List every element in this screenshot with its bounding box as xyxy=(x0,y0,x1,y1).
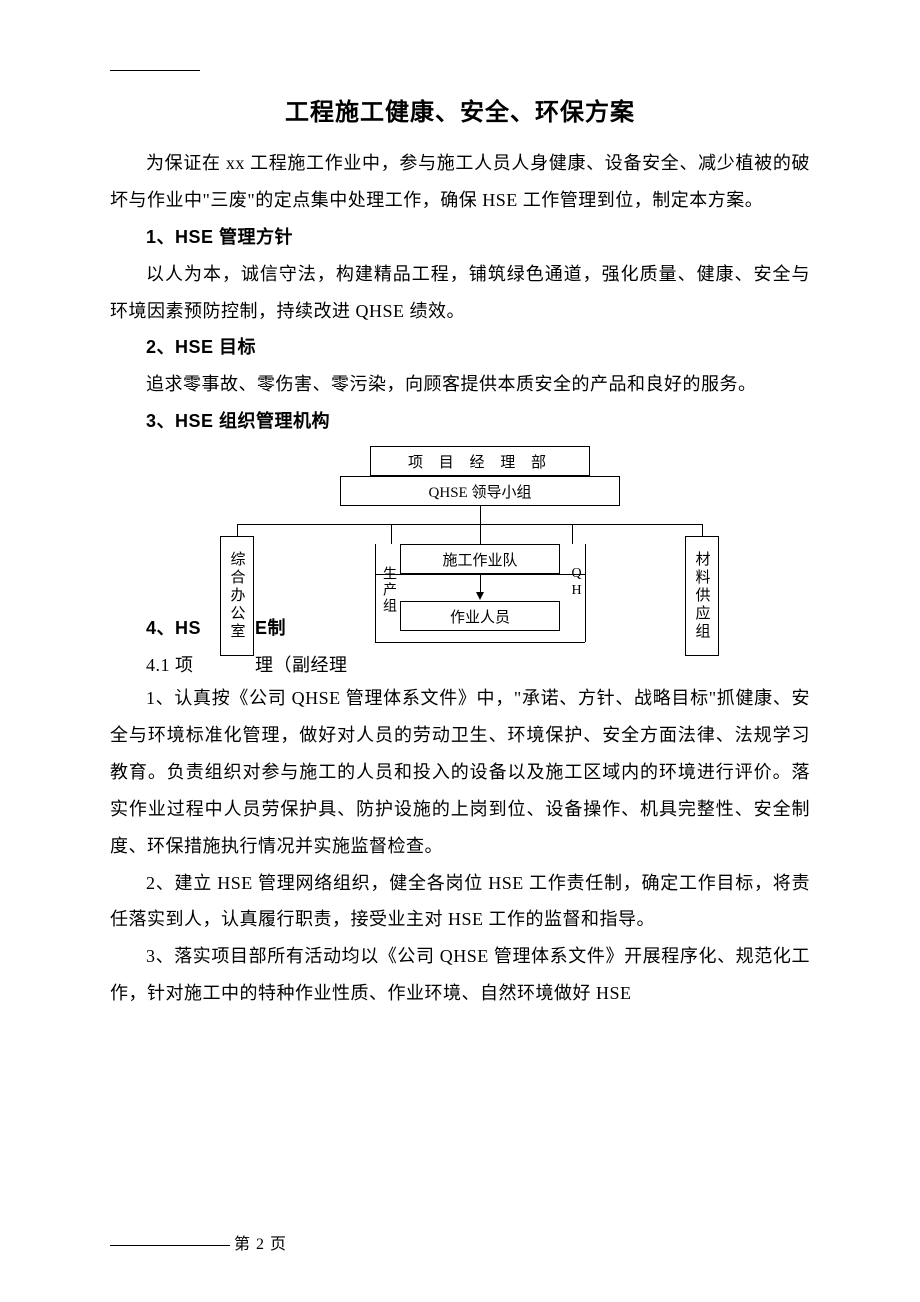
node-construction-team: 施工作业队 xyxy=(400,544,560,574)
heading-1: 1、HSE 管理方针 xyxy=(110,219,810,256)
doc-title: 工程施工健康、安全、环保方案 xyxy=(110,92,810,127)
para-41b: 2、建立 HSE 管理网络组织，健全各岗位 HSE 工作责任制，确定工作目标，将… xyxy=(110,865,810,939)
arrow-icon xyxy=(476,592,484,600)
sub-41-frag-b: 理（副经理 xyxy=(255,651,348,677)
para-2: 追求零事故、零伤害、零污染，向顾客提供本质安全的产品和良好的服务。 xyxy=(110,366,810,403)
intro-para: 为保证在 xx 工程施工作业中，参与施工人员人身健康、设备安全、减少植被的破坏与… xyxy=(110,145,810,219)
connector xyxy=(572,524,573,544)
node-qhse-group: QHSE 领导小组 xyxy=(340,476,620,506)
node-project-dept: 项 目 经 理 部 xyxy=(370,446,590,476)
para-1: 以人为本，诚信守法，构建精品工程，铺筑绿色通道，强化质量、健康、安全与环境因素预… xyxy=(110,256,810,330)
connector xyxy=(480,574,481,594)
para-41a: 1、认真按《公司 QHSE 管理体系文件》中，"承诺、方针、战略目标"抓健康、安… xyxy=(110,680,810,864)
heading-4-frag-a: 4、HS xyxy=(146,614,201,640)
connector xyxy=(375,544,376,642)
page-number: 第 2 页 xyxy=(234,1236,287,1253)
node-office: 综合办公室 xyxy=(220,536,254,656)
connector xyxy=(702,524,703,536)
connector xyxy=(237,524,702,525)
footer-rule xyxy=(110,1245,230,1246)
heading-2: 2、HSE 目标 xyxy=(110,329,810,366)
page-footer: 第 2 页 xyxy=(110,1230,287,1254)
label-qh: QH xyxy=(568,566,584,600)
org-chart: 项 目 经 理 部 QHSE 领导小组 综合办公室 材料供应组 生产组 QH 施… xyxy=(110,446,810,676)
node-workers: 作业人员 xyxy=(400,601,560,631)
connector xyxy=(391,524,392,544)
heading-3: 3、HSE 组织管理机构 xyxy=(110,403,810,440)
connector xyxy=(585,544,586,642)
connector xyxy=(237,524,238,536)
label-production: 生产组 xyxy=(378,566,398,614)
sub-41-frag-a: 4.1 项 xyxy=(146,651,194,677)
connector xyxy=(375,642,585,643)
top-rule xyxy=(110,70,200,71)
heading-4-frag-b: E制 xyxy=(255,614,286,640)
para-41c: 3、落实项目部所有活动均以《公司 QHSE 管理体系文件》开展程序化、规范化工作… xyxy=(110,938,810,1012)
connector xyxy=(480,506,481,524)
connector xyxy=(480,524,481,544)
node-materials: 材料供应组 xyxy=(685,536,719,656)
